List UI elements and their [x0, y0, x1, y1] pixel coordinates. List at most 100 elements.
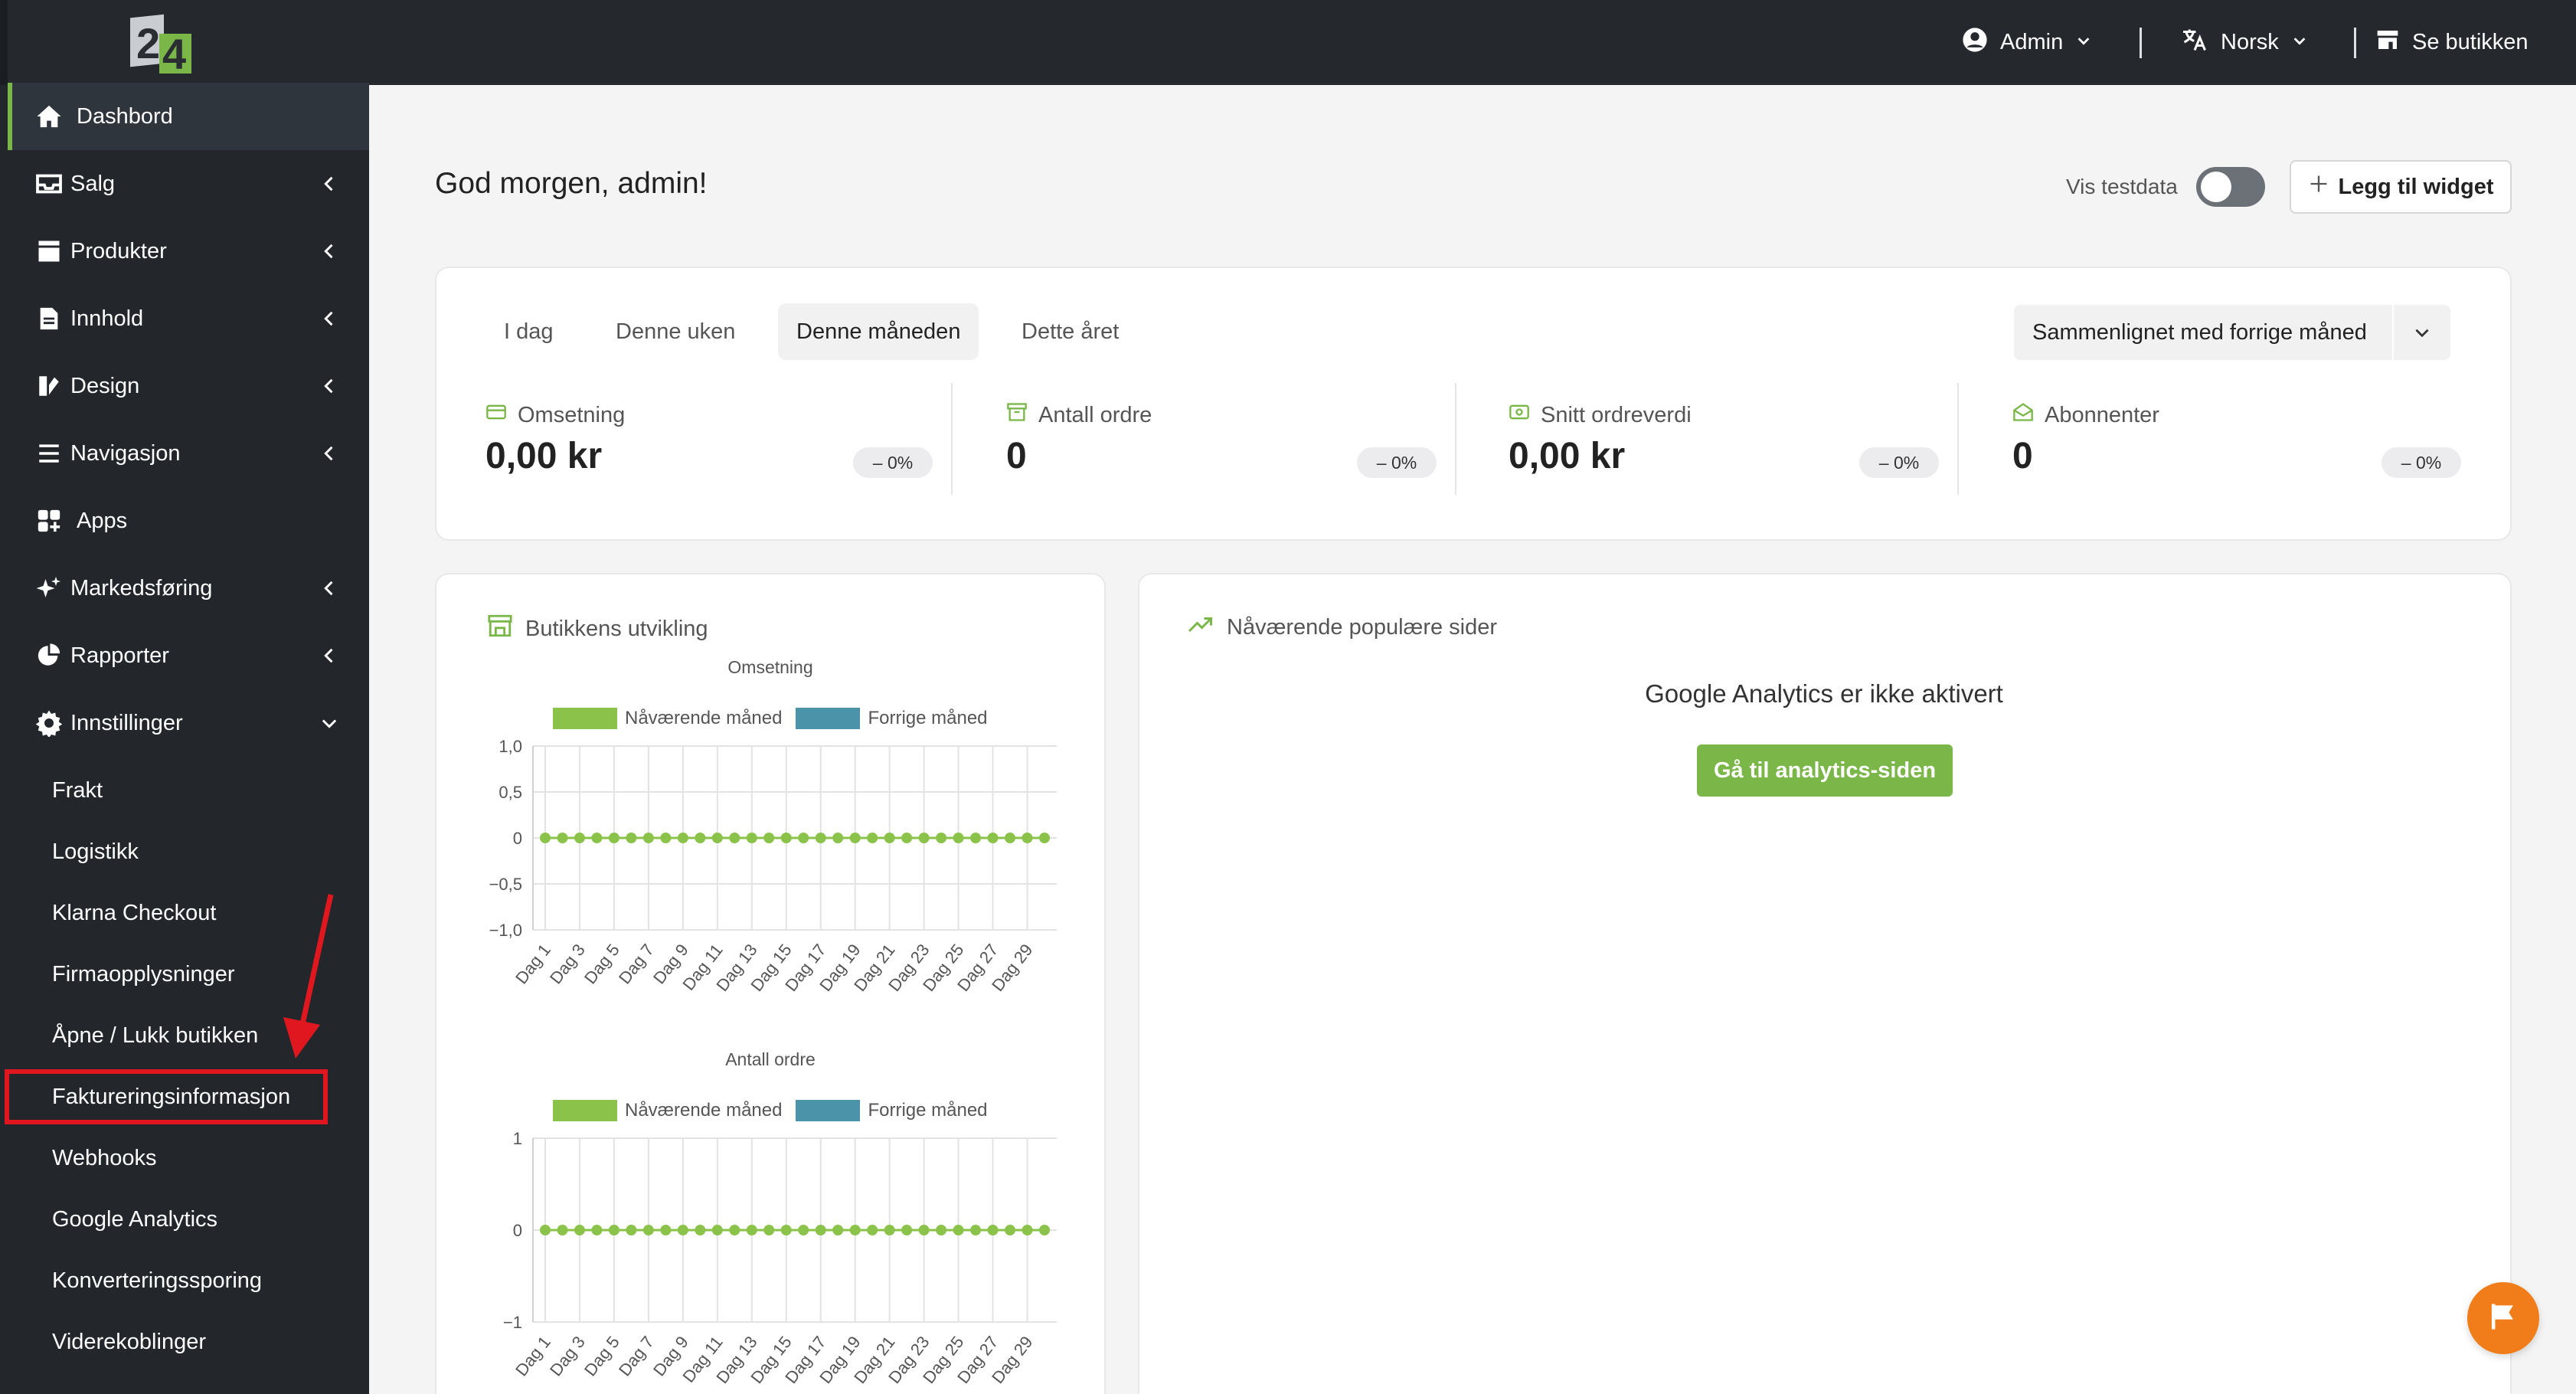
metric-antall-ordre-label: Antall ordre [1006, 401, 1152, 429]
sidebar-subitem-konverteringssporing[interactable]: Konverteringssporing [52, 1268, 263, 1293]
popular-pages-card [1138, 573, 2512, 1394]
x-tick-label: Dag 3 [546, 1333, 589, 1380]
top-bar: 2 4 Admin Norsk Se butikken [0, 0, 2576, 85]
data-point [832, 1225, 844, 1235]
metric-label-text: Omsetning [518, 402, 626, 427]
sidebar-subitem-logistikk[interactable]: Logistikk [52, 839, 139, 864]
metric-divider [1957, 383, 1959, 495]
data-point [763, 833, 775, 843]
archive-icon [1006, 401, 1028, 429]
language-menu[interactable]: Norsk [2181, 0, 2308, 85]
data-point [591, 833, 603, 843]
tab-dette-aret[interactable]: Dette året [1022, 319, 1120, 344]
sidebar-subitem-webhooks[interactable]: Webhooks [52, 1145, 157, 1170]
data-point [540, 833, 551, 843]
chevron-down-icon [2394, 322, 2450, 342]
data-point [987, 1225, 999, 1235]
y-tick-label: −0,5 [489, 875, 522, 894]
logo-digit-bottom: 4 [162, 30, 186, 74]
metric-divider [1455, 383, 1456, 495]
data-point [867, 1225, 878, 1235]
chart-legend: Nåværende måned Forrige måned [553, 1100, 988, 1121]
metric-change-badge: – 0% [1859, 447, 1939, 478]
sidebar-item-produkter[interactable]: Produkter [8, 218, 369, 285]
sidebar-item-salg[interactable]: Salg [8, 150, 369, 218]
inbox-icon [34, 169, 64, 199]
sidebar-item-markedsforing[interactable]: Markedsføring [8, 555, 369, 622]
add-widget-label: Legg til widget [2338, 174, 2494, 199]
data-point [970, 833, 982, 843]
data-point [1005, 1225, 1016, 1235]
x-tick-label: Dag 5 [580, 941, 623, 988]
data-point [953, 1225, 964, 1235]
sidebar-subitem-google-analytics[interactable]: Google Analytics [52, 1206, 218, 1232]
tab-denne-uken[interactable]: Denne uken [616, 319, 736, 344]
metric-label-text: Antall ordre [1038, 402, 1152, 427]
metric-change-text: 0% [887, 452, 914, 473]
sidebar-item-rapporter[interactable]: Rapporter [8, 622, 369, 689]
x-tick-label: Dag 1 [512, 941, 554, 988]
sidebar-item-apps[interactable]: Apps [8, 487, 369, 555]
apps-icon [34, 506, 64, 536]
data-point [884, 833, 895, 843]
sidebar-subitem-frakt[interactable]: Frakt [52, 777, 103, 803]
chat-button[interactable] [2467, 1282, 2539, 1354]
sidebar-item-label: Produkter [70, 238, 167, 263]
data-point [677, 1225, 688, 1235]
chevron-down-icon [2291, 30, 2308, 55]
tab-denne-maneden[interactable]: Denne måneden [778, 303, 979, 360]
sidebar-item-dashbord[interactable]: Dashbord [8, 83, 369, 150]
sidebar-item-innstillinger[interactable]: Innstillinger [8, 689, 369, 757]
chart-title: Antall ordre [725, 1049, 816, 1069]
metric-snitt-ordreverdi-label: Snitt ordreverdi [1509, 401, 1692, 429]
chevron-left-icon [324, 648, 333, 663]
data-point [815, 833, 826, 843]
data-point [1039, 1225, 1050, 1235]
sidebar-subitem-viderekoblinger[interactable]: Viderekoblinger [52, 1329, 206, 1354]
data-point [695, 833, 706, 843]
translate-icon [2181, 26, 2208, 60]
metric-change-badge: – 0% [1357, 447, 1437, 478]
y-tick-label: 0 [513, 1221, 522, 1240]
data-point [591, 1225, 603, 1235]
go-to-analytics-button[interactable]: Gå til analytics-siden [1697, 744, 1953, 797]
sidebar-subitem-faktureringsinformasjon[interactable]: Faktureringsinformasjon [52, 1084, 291, 1109]
logo[interactable]: 2 4 [126, 12, 198, 78]
x-tick-label: Dag 3 [546, 941, 589, 988]
data-point [849, 833, 861, 843]
view-store-link[interactable]: Se butikken [2375, 0, 2529, 85]
analytics-disabled-message: Google Analytics er ikke aktivert [1645, 679, 2003, 708]
y-tick-label: 1,0 [499, 737, 522, 756]
annotation-arrow [283, 894, 334, 1059]
sidebar-subitem-apne-lukk-butikken[interactable]: Åpne / Lukk butikken [52, 1023, 259, 1048]
legend-swatch-previous [796, 1100, 861, 1121]
data-point [574, 833, 585, 843]
data-point [780, 833, 792, 843]
y-tick-label: 1 [513, 1129, 522, 1148]
sidebar-item-label: Innstillinger [70, 710, 183, 735]
data-point [608, 1225, 619, 1235]
sidebar-item-design[interactable]: Design [8, 352, 369, 420]
test-data-label: Vis testdata [2066, 175, 2178, 198]
test-data-toggle[interactable] [2196, 167, 2265, 207]
y-tick-label: −1 [503, 1313, 522, 1332]
language-label: Norsk [2221, 30, 2279, 54]
chevron-left-icon [324, 446, 333, 461]
metric-change-badge: – 0% [853, 447, 933, 478]
view-store-label: Se butikken [2412, 30, 2529, 54]
sidebar-subitem-klarna-checkout[interactable]: Klarna Checkout [52, 900, 217, 925]
sidebar-item-innhold[interactable]: Innhold [8, 285, 369, 352]
compare-select[interactable]: Sammenlignet med forrige måned [2014, 305, 2450, 360]
data-point [608, 833, 619, 843]
sidebar-subitem-firmaopplysninger[interactable]: Firmaopplysninger [52, 961, 235, 987]
admin-menu[interactable]: Admin [1962, 0, 2092, 85]
sidebar-item-navigasjon[interactable]: Navigasjon [8, 420, 369, 487]
data-point [936, 833, 947, 843]
metric-abonnenter-label: Abonnenter [2012, 401, 2159, 429]
add-widget-button[interactable]: Legg til widget [2290, 160, 2512, 214]
tab-i-dag[interactable]: I dag [504, 319, 554, 344]
data-point [729, 833, 740, 843]
chart-title: Omsetning [727, 657, 813, 677]
